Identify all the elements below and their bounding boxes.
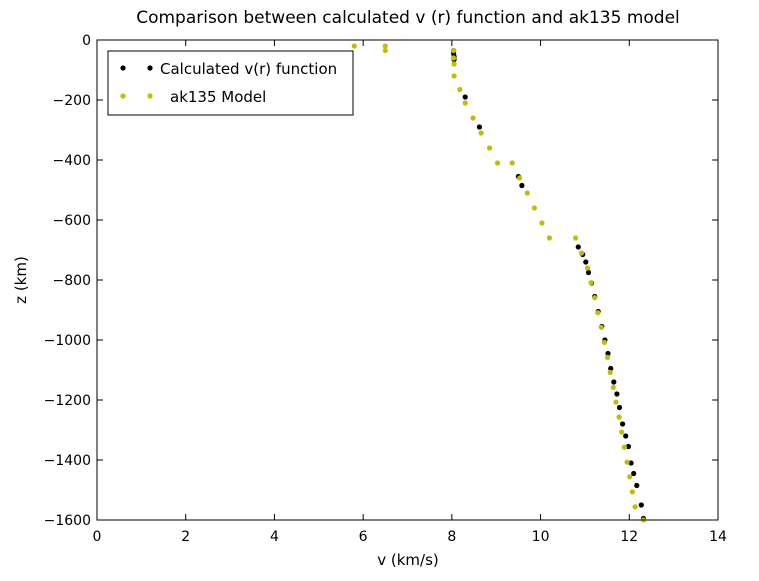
series-0-point-22 (620, 421, 626, 427)
series-1-point-25 (598, 324, 604, 330)
y-tick-label-6: −1200 (44, 393, 91, 409)
legend-marker-ak135-right (147, 93, 153, 99)
x-tick-label-4: 8 (447, 529, 456, 545)
series-1-point-10 (478, 130, 484, 136)
series-1-point-11 (487, 145, 493, 151)
y-tick-label-5: −1000 (44, 333, 91, 349)
series-1-point-18 (546, 235, 553, 241)
y-tick-label-1: −200 (53, 93, 91, 109)
series-1-point-27 (605, 354, 611, 360)
x-tick-label-3: 6 (359, 529, 368, 545)
series-1-point-22 (588, 280, 594, 286)
series-0-point-17 (605, 350, 611, 357)
series-1-point-33 (621, 444, 628, 450)
series-1-point-29 (610, 384, 616, 390)
series-1-point-15 (524, 190, 530, 196)
series-1-point-19 (573, 235, 579, 241)
series-0-point-10 (583, 259, 589, 265)
series-0-point-25 (628, 460, 634, 466)
series-1-point-4 (451, 55, 457, 61)
series-1-point-35 (627, 474, 633, 480)
series-0-point-8 (575, 244, 581, 250)
series-1-point-31 (616, 414, 622, 420)
series-1-point-34 (624, 459, 630, 465)
series-1-point-14 (517, 175, 523, 181)
series-0-point-4 (462, 94, 468, 100)
series-1-point-26 (601, 339, 608, 345)
x-tick-label-2: 4 (270, 529, 279, 545)
series-1-point-32 (619, 429, 625, 435)
series-1-point-36 (629, 489, 636, 495)
y-tick-label-3: −600 (53, 213, 91, 229)
x-tick-label-7: 14 (709, 529, 727, 545)
series-1-point-3 (451, 47, 457, 54)
series-0-point-5 (476, 124, 482, 130)
y-axis-title: z (km) (12, 256, 30, 304)
series-1-point-16 (531, 205, 538, 211)
series-1-point-21 (585, 265, 591, 271)
x-tick-label-5: 10 (532, 529, 550, 545)
series-1-point-9 (470, 115, 476, 121)
series-1-point-24 (595, 310, 601, 316)
series-0-point-11 (585, 269, 592, 276)
series-0-point-26 (631, 470, 637, 477)
series-1-point-6 (451, 73, 457, 79)
series-0-point-28 (638, 502, 644, 508)
series-1-point-20 (578, 250, 585, 256)
series-0-point-20 (614, 391, 620, 397)
series-0-point-21 (616, 404, 623, 411)
series-1-point-2 (382, 47, 388, 54)
legend-marker-calculated-left (120, 65, 126, 71)
legend-label-ak135: ak135 Model (170, 88, 266, 106)
chart-title: Comparison between calculated v (r) func… (136, 8, 680, 28)
legend: Calculated v(r) function ak135 Model (107, 50, 354, 116)
legend-box (107, 50, 354, 116)
y-tick-label-0: 0 (82, 33, 91, 49)
series-0-point-24 (625, 443, 632, 450)
y-tick-label-8: −1600 (44, 513, 91, 529)
series-1-point-1 (382, 43, 388, 49)
ticks-layer: 0 2 4 6 8 10 12 14 0 −200 −400 −600 −800 −1000 −1200 −1… (44, 33, 727, 545)
series-1-point-0 (351, 43, 357, 49)
series-1-point-23 (592, 295, 598, 301)
series-1-point-7 (457, 86, 463, 93)
x-axis-title: v (km/s) (377, 551, 439, 569)
series-0-point-27 (634, 482, 640, 489)
series-0-point-18 (608, 365, 614, 372)
series-1-point-17 (539, 220, 545, 226)
series-1-point-8 (462, 100, 468, 106)
series-0-point-19 (611, 379, 617, 385)
series-1-point-13 (509, 160, 515, 166)
series-1-point-30 (613, 399, 619, 405)
legend-marker-ak135-left (120, 93, 126, 99)
series-1-point-12 (494, 160, 501, 166)
legend-label-calculated: Calculated v(r) function (160, 60, 337, 78)
x-tick-label-0: 0 (93, 529, 102, 545)
series-1-point-37 (632, 504, 638, 510)
series-1-point-5 (451, 61, 457, 67)
series-0 (451, 47, 647, 522)
series-1 (351, 43, 647, 523)
series-1-point-28 (607, 369, 613, 375)
x-tick-label-1: 2 (181, 529, 190, 545)
legend-marker-calculated-right (147, 65, 153, 71)
series-0-point-23 (623, 433, 629, 439)
y-tick-label-2: −400 (53, 153, 91, 169)
y-tick-label-7: −1400 (44, 453, 91, 469)
y-tick-label-4: −800 (53, 273, 91, 289)
marks-layer (351, 43, 647, 523)
x-tick-label-6: 12 (620, 529, 638, 545)
series-0-point-7 (519, 182, 525, 189)
